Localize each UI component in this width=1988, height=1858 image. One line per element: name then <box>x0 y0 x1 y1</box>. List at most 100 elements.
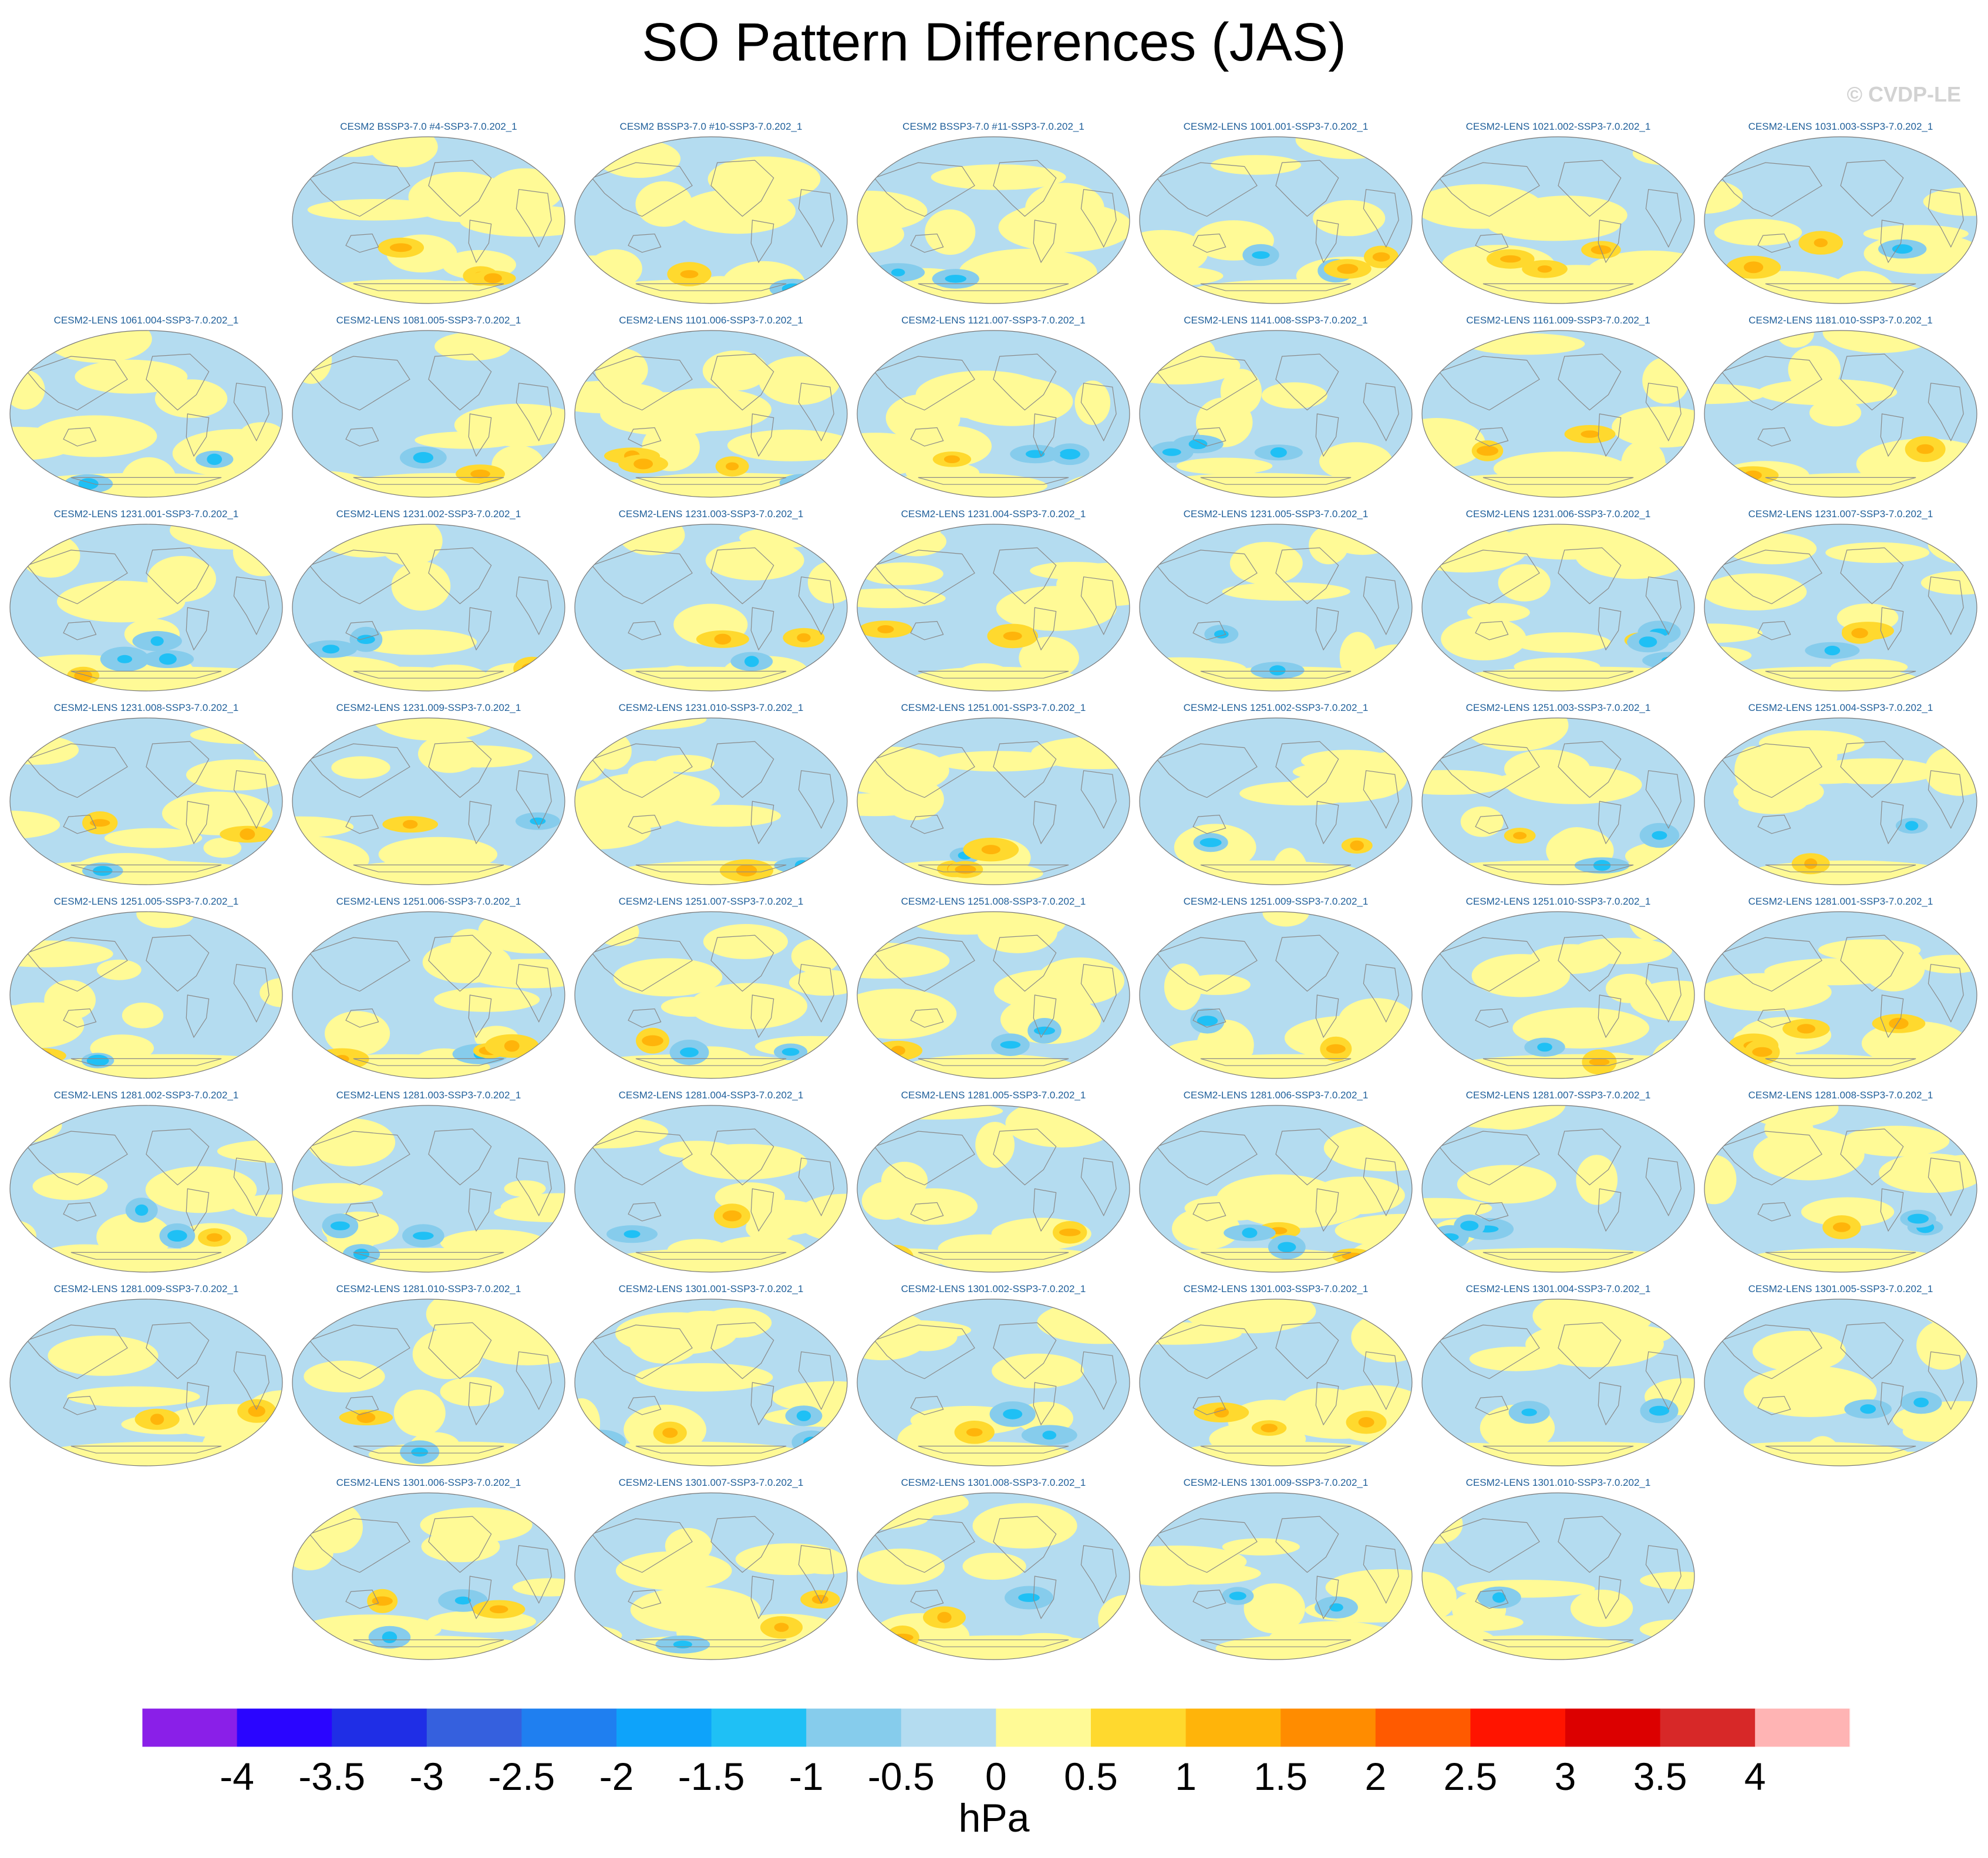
contour-patch <box>44 980 96 1020</box>
contour-patch <box>1851 628 1868 639</box>
contour-patch <box>735 1543 844 1575</box>
colorbar-tick-label: 1 <box>1175 1755 1197 1798</box>
coastline <box>1200 1445 1352 1454</box>
coastline <box>1033 607 1057 651</box>
panel-map <box>1704 136 1977 304</box>
map-border <box>1421 1105 1695 1273</box>
coastline <box>1757 621 1791 640</box>
coastline <box>1200 670 1352 679</box>
panel-title: CESM2-LENS 1281.003-SSP3-7.0.202_1 <box>336 1090 521 1101</box>
contour-patch <box>494 1203 565 1222</box>
panel-title: CESM2-LENS 1251.005-SSP3-7.0.202_1 <box>53 896 239 907</box>
map-panel: CESM2-LENS 1301.005-SSP3-7.0.202_1 <box>1703 1283 1979 1471</box>
coastline <box>468 801 492 845</box>
contour-patch <box>635 181 693 227</box>
contour-patch <box>1244 1583 1305 1634</box>
map-border <box>857 524 1130 692</box>
coastline <box>353 1639 504 1647</box>
coastline <box>993 547 1057 605</box>
coastline <box>798 964 834 1023</box>
contour-patch <box>935 751 1062 772</box>
coastline <box>233 1158 269 1217</box>
contour-patch <box>316 524 419 558</box>
coastline <box>1275 160 1339 217</box>
coastline <box>1192 1395 1227 1415</box>
coastline <box>874 743 975 798</box>
coastline <box>1080 576 1117 636</box>
panel-map <box>1421 330 1695 498</box>
coastline <box>910 1202 944 1222</box>
map-border <box>574 1299 848 1466</box>
contour-patch <box>1467 603 1530 622</box>
contour-patch <box>1860 1404 1876 1414</box>
coastline <box>628 233 662 253</box>
figure-title: SO Pattern Differences (JAS) <box>642 12 1346 72</box>
coastline <box>798 383 834 442</box>
map-border <box>292 911 565 1079</box>
coastline <box>1200 477 1352 485</box>
contour-patch <box>1372 252 1390 262</box>
coastline <box>1757 1008 1791 1028</box>
panel-title: CESM2-LENS 1231.007-SSP3-7.0.202_1 <box>1748 508 1933 520</box>
colorbar-swatch <box>1565 1708 1661 1747</box>
colorbar-tick-label: 3.5 <box>1633 1755 1687 1798</box>
panel-map <box>292 1105 565 1273</box>
map-border <box>1421 330 1695 498</box>
coastline <box>309 1518 410 1573</box>
coastline <box>1765 477 1916 485</box>
coastline <box>353 283 504 291</box>
contour-patch <box>1338 998 1412 1044</box>
coastline <box>1840 353 1904 411</box>
coastline <box>515 1158 552 1217</box>
map-border <box>1704 911 1977 1079</box>
panel-map <box>857 1105 1130 1273</box>
coastline <box>309 1324 410 1380</box>
coastline <box>428 160 492 217</box>
map-border <box>9 524 283 692</box>
panel-title: CESM2-LENS 1231.005-SSP3-7.0.202_1 <box>1183 508 1369 520</box>
coastline <box>750 801 774 845</box>
map-border <box>857 911 1130 1079</box>
map-panel: CESM2-LENS 1231.006-SSP3-7.0.202_1 <box>1420 508 1696 696</box>
coastline <box>1475 427 1509 447</box>
coastline <box>993 160 1057 217</box>
contour-patch <box>944 455 960 463</box>
panel-title: CESM2-LENS 1031.003-SSP3-7.0.202_1 <box>1748 121 1933 132</box>
contour-patch <box>1916 444 1934 454</box>
contour-patch <box>1469 1346 1564 1371</box>
panel-map <box>1704 717 1977 885</box>
coastline <box>26 549 128 605</box>
contour-patch <box>1325 1569 1412 1606</box>
panel-map <box>1421 524 1695 692</box>
contour-patch <box>861 1182 911 1220</box>
panel-map <box>1139 911 1413 1079</box>
contour-patch <box>369 137 438 167</box>
map-panel: CESM2-LENS 1301.004-SSP3-7.0.202_1 <box>1420 1283 1696 1471</box>
coastline <box>1192 1008 1227 1028</box>
map-border <box>1421 717 1695 885</box>
contour-patch <box>418 734 481 773</box>
coastline <box>1033 413 1057 457</box>
coastline <box>591 937 693 992</box>
contour-patch <box>1220 369 1262 414</box>
map-panel: CESM2-LENS 1301.010-SSP3-7.0.202_1 <box>1420 1477 1696 1665</box>
map-panel: CESM2-LENS 1231.004-SSP3-7.0.202_1 <box>855 508 1131 696</box>
contour-patch <box>642 1035 663 1047</box>
panel-map <box>292 1492 565 1660</box>
map-border <box>574 330 848 498</box>
contour-patch <box>1422 770 1511 795</box>
coastline <box>918 1058 1069 1066</box>
coastline <box>1315 1188 1339 1232</box>
colorbar-outline <box>141 1708 1851 1748</box>
contour-patch <box>122 1002 164 1029</box>
map-border <box>1139 1105 1413 1273</box>
coastline <box>186 801 210 845</box>
contour-patch <box>1464 718 1569 751</box>
contour-patch <box>86 1054 109 1067</box>
map-panel: CESM2-LENS 1251.004-SSP3-7.0.202_1 <box>1703 702 1979 890</box>
coastline <box>591 1324 693 1380</box>
coastline <box>309 937 410 992</box>
map-border <box>1704 717 1977 885</box>
coastline <box>26 1324 128 1380</box>
